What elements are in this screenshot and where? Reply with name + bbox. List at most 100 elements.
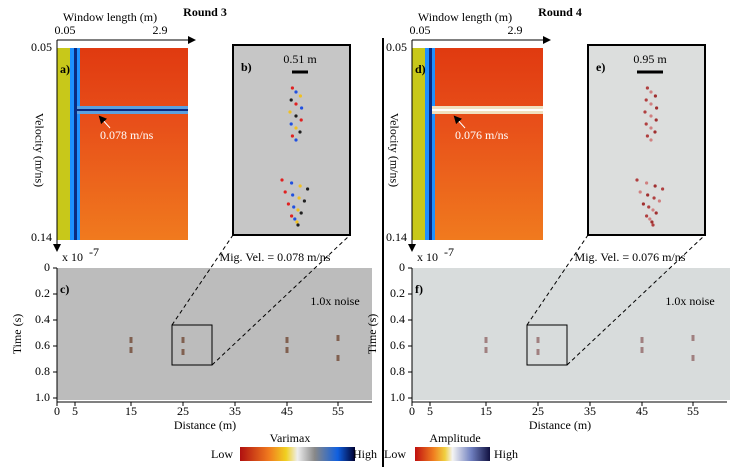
- reflection: [645, 214, 648, 217]
- reflection: [294, 102, 297, 105]
- varimax-band: [412, 48, 425, 240]
- reflection: [290, 122, 293, 125]
- reflection: [299, 94, 302, 97]
- varimax-ridge-core: [429, 48, 432, 240]
- reflection: [300, 118, 303, 121]
- reflection: [658, 199, 661, 202]
- reflection: [655, 106, 658, 109]
- reflection: [288, 110, 291, 113]
- reflection: [299, 184, 302, 187]
- reflection: [649, 126, 652, 129]
- x-tick-label: 5: [72, 404, 78, 418]
- panel-label: d): [415, 62, 426, 76]
- y-axis-title: Velocity (m/ns): [387, 113, 401, 187]
- noise-label: 1.0x noise: [310, 294, 359, 308]
- target: [182, 349, 185, 355]
- target: [182, 337, 185, 343]
- reflection: [645, 122, 648, 125]
- scale-label: 0.51 m: [283, 52, 317, 66]
- x-tick-label: 15: [125, 404, 137, 418]
- radargram: [57, 268, 372, 400]
- y-tick-label: 1.0: [390, 390, 405, 404]
- reflection: [651, 208, 654, 211]
- reflection: [284, 190, 287, 193]
- reflection: [639, 190, 642, 193]
- target: [130, 347, 133, 353]
- reflection: [649, 102, 652, 105]
- reflection: [293, 217, 296, 220]
- note: Mig. Vel. = 0.078 m/ns: [220, 250, 331, 264]
- reflection: [661, 187, 664, 190]
- exponent-power: -7: [89, 245, 99, 259]
- page: {"rounds": [ {"title": "Round 3", "varim…: [0, 0, 731, 467]
- reflection: [648, 217, 651, 220]
- reflection: [291, 86, 294, 89]
- y-tick-label: 0.14: [386, 230, 407, 244]
- colorbar: [415, 447, 490, 461]
- x-tick-label: 35: [229, 404, 241, 418]
- note: Mig. Vel. = 0.076 m/ns: [575, 250, 686, 264]
- y-tick-label: 0.8: [390, 364, 405, 378]
- reflection: [291, 134, 294, 137]
- target: [485, 337, 488, 343]
- x-tick-label: 55: [687, 404, 699, 418]
- y-tick-label: 0: [399, 260, 405, 274]
- x-tick-label: 15: [480, 404, 492, 418]
- reflection: [649, 138, 652, 141]
- reflection: [292, 205, 295, 208]
- reflection: [294, 90, 297, 93]
- exponent-power: -7: [444, 245, 454, 259]
- exponent-base: x 10: [417, 250, 438, 264]
- panel-label: b): [241, 60, 252, 74]
- y-tick-label: 0.6: [390, 338, 405, 352]
- target: [130, 337, 133, 343]
- varimax-ridge-h-core: [432, 109, 543, 111]
- y-tick-label: 0.2: [390, 286, 405, 300]
- reflection: [655, 118, 658, 121]
- y-tick-label: 0.05: [31, 40, 52, 54]
- colorbar-low: Low: [211, 447, 233, 461]
- reflection: [294, 114, 297, 117]
- target: [692, 335, 695, 341]
- reflection: [303, 199, 306, 202]
- reflection: [646, 193, 649, 196]
- y-tick-label: 0.2: [35, 286, 50, 300]
- reflection: [287, 202, 290, 205]
- colorbar-title: Amplitude: [429, 431, 480, 445]
- panel-label: a): [60, 62, 70, 76]
- reflection: [300, 211, 303, 214]
- y-tick-label: 0.4: [35, 312, 50, 326]
- target: [286, 347, 289, 353]
- target: [286, 337, 289, 343]
- x-tick-label: 5: [427, 404, 433, 418]
- scale-label: 0.95 m: [633, 52, 667, 66]
- reflection: [297, 196, 300, 199]
- reflection: [649, 90, 652, 93]
- reflection: [296, 223, 299, 226]
- target: [485, 347, 488, 353]
- y-axis-title: Time (s): [365, 314, 379, 355]
- y-tick-label: 0: [44, 260, 50, 274]
- reflection: [280, 178, 283, 181]
- varimax-ridge-core: [74, 48, 77, 240]
- x-tick-label: 0.05: [55, 23, 76, 37]
- reflection: [652, 196, 655, 199]
- x-axis-title: Window length (m): [63, 10, 157, 24]
- x-tick-label: 55: [332, 404, 344, 418]
- target: [337, 355, 340, 361]
- y-tick-label: 0.14: [31, 230, 52, 244]
- reflection: [298, 130, 301, 133]
- round-title: Round 3: [183, 5, 227, 19]
- x-axis-title: Distance (m): [529, 418, 591, 432]
- x-tick-label: 25: [177, 404, 189, 418]
- y-tick-label: 0.6: [35, 338, 50, 352]
- x-tick-label: 45: [636, 404, 648, 418]
- reflection: [654, 184, 657, 187]
- figure: Round 3Window length (m)0.052.90.050.14V…: [0, 0, 731, 467]
- colorbar: [240, 447, 355, 461]
- exponent-base: x 10: [62, 250, 83, 264]
- reflection: [655, 211, 658, 214]
- reflection: [290, 181, 293, 184]
- target: [537, 337, 540, 343]
- y-tick-label: 1.0: [35, 390, 50, 404]
